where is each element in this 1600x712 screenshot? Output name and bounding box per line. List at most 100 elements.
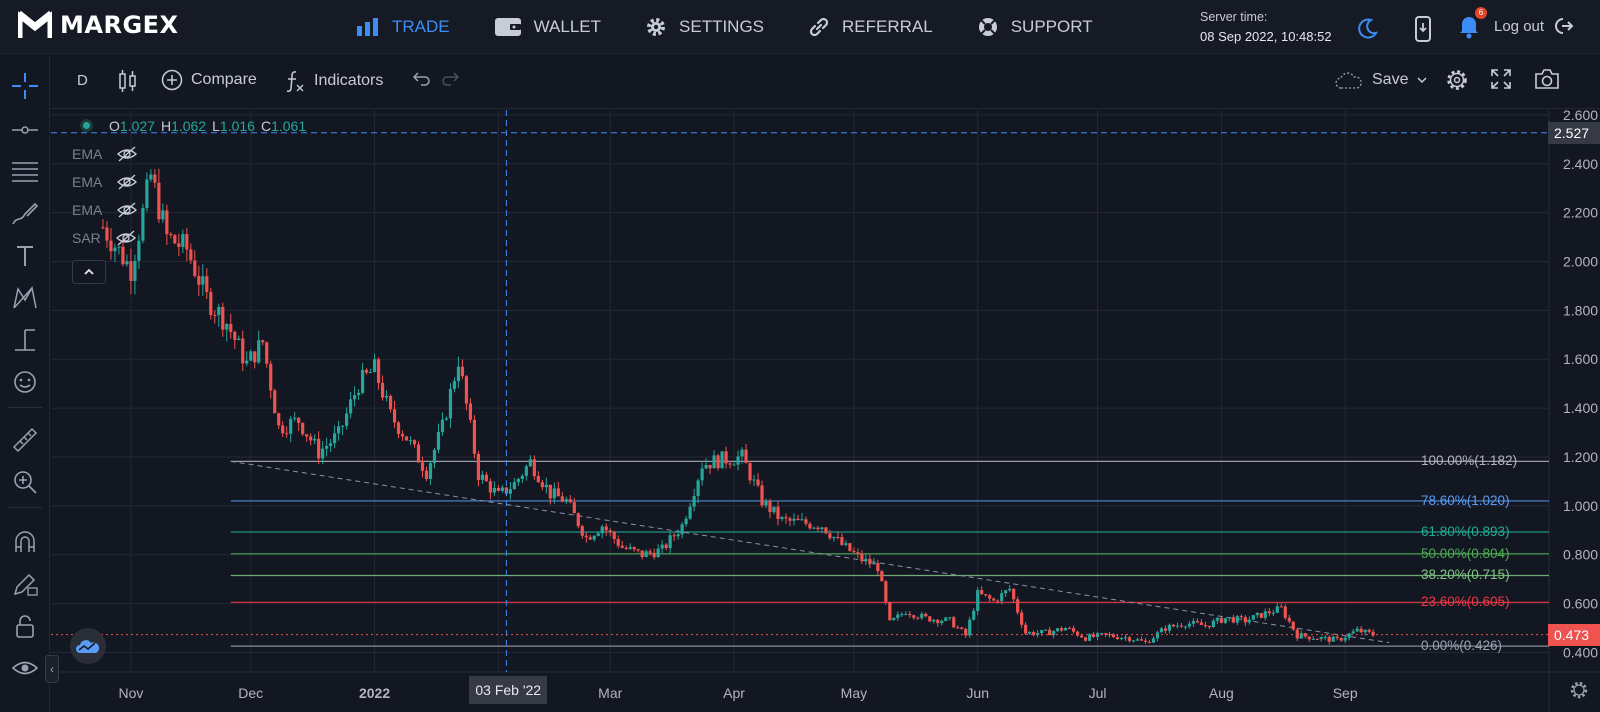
candle-body <box>568 499 572 503</box>
indicator-ema-1[interactable]: EMA <box>72 145 138 163</box>
price-tick-label: 2.000 <box>1563 253 1598 269</box>
moon-icon[interactable] <box>1355 17 1379 41</box>
lock-drawing-tool[interactable] <box>10 569 40 599</box>
compare-button[interactable]: Compare <box>161 69 257 91</box>
candle-body <box>588 537 592 540</box>
candle-body <box>1355 628 1359 632</box>
candle-body <box>1239 616 1243 618</box>
undo-button[interactable] <box>409 69 431 91</box>
price-tick-label: 2.400 <box>1563 156 1598 172</box>
indicators-button[interactable]: Indicators <box>284 69 383 93</box>
candle-body <box>816 527 820 530</box>
eye-hidden-icon[interactable] <box>116 173 138 191</box>
price-chart[interactable]: 2.600 2.400 2.200 2.000 1.800 1.600 1.400 1.200… <box>51 110 1600 712</box>
candle-body <box>321 448 325 459</box>
emoji-tool[interactable] <box>10 367 40 397</box>
candle-body <box>245 360 249 364</box>
interval-selector[interactable]: D <box>77 72 88 89</box>
nav-wallet[interactable]: WALLET <box>494 16 601 38</box>
candle-body <box>1115 637 1120 640</box>
pattern-tool[interactable] <box>10 283 40 313</box>
candle-body <box>1159 628 1164 633</box>
candle-body <box>173 235 177 244</box>
pencil-lock-icon <box>13 573 38 596</box>
eye-hidden-icon[interactable] <box>115 229 137 247</box>
cloud-logo-icon <box>76 640 100 653</box>
candle-body <box>1303 633 1307 637</box>
candle-body <box>1083 637 1088 641</box>
chevron-up-icon <box>84 268 94 275</box>
nav-settings[interactable]: SETTINGS <box>645 16 764 38</box>
candle-body <box>940 620 944 624</box>
candle-body <box>125 261 129 265</box>
redo-button[interactable] <box>441 69 463 91</box>
candle-body <box>884 581 888 603</box>
logout-button[interactable]: Log out <box>1494 16 1574 36</box>
candle-body <box>692 496 696 507</box>
last-price-tag: 0.473 <box>1548 623 1600 646</box>
eye-hidden-icon[interactable] <box>116 145 138 163</box>
brush-tool[interactable] <box>10 199 40 229</box>
candle-body <box>548 484 552 499</box>
fib-lines-icon <box>12 162 38 182</box>
candle-body <box>904 614 908 616</box>
candle-body <box>840 537 844 545</box>
candle-body <box>193 260 197 276</box>
fullscreen-button[interactable] <box>1489 67 1513 91</box>
candle-body <box>289 418 293 434</box>
time-axis: Nov Dec 2022 Mar Apr May Jun Jul Aug Sep <box>118 685 1357 701</box>
fib-tool[interactable] <box>10 157 40 187</box>
candle-body <box>888 602 892 621</box>
eye-hidden-icon[interactable] <box>116 201 138 219</box>
margex-logo[interactable]: MARGEX <box>18 10 179 40</box>
candle-body <box>912 615 916 618</box>
notifications[interactable]: 6 <box>1457 7 1487 44</box>
logout-icon <box>1555 18 1574 34</box>
indicator-sar[interactable]: SAR <box>72 229 137 247</box>
candle-body <box>992 598 996 601</box>
candle-body <box>628 547 632 549</box>
candle-body <box>456 366 461 382</box>
candle-body <box>1036 633 1040 636</box>
candle-body <box>684 518 688 525</box>
candle-body <box>624 547 628 549</box>
save-button[interactable]: Save <box>1334 69 1428 91</box>
nav-referral[interactable]: REFERRAL <box>808 16 933 38</box>
candle-body <box>325 445 329 449</box>
crosshair-tool[interactable] <box>10 71 40 101</box>
candle-body <box>1063 628 1068 631</box>
gear-icon <box>647 18 666 36</box>
candle-body <box>932 619 936 622</box>
candle-body <box>360 369 365 393</box>
mobile-app-icon[interactable] <box>1411 15 1435 43</box>
axis-settings-icon[interactable] <box>1568 679 1590 701</box>
ruler-tool[interactable] <box>10 425 40 455</box>
brush-icon <box>12 202 39 225</box>
candle-body <box>1028 632 1032 634</box>
nav-support[interactable]: SUPPORT <box>977 16 1093 38</box>
candle-body <box>592 535 596 540</box>
visibility-tool[interactable] <box>10 653 40 683</box>
magnet-tool[interactable] <box>10 527 40 557</box>
candle-body <box>760 485 764 506</box>
chart-settings-button[interactable] <box>1444 67 1470 93</box>
candle-body <box>960 627 964 629</box>
zoom-tool[interactable] <box>10 467 40 497</box>
nav-trade[interactable]: TRADE <box>356 17 450 37</box>
trend-line-tool[interactable] <box>10 115 40 145</box>
lock-tool[interactable] <box>10 611 40 641</box>
measure-position-tool[interactable] <box>10 325 40 355</box>
indicator-ema-3[interactable]: EMA <box>72 201 138 219</box>
time-tick-label: Jul <box>1089 685 1107 701</box>
tradingview-logo[interactable] <box>70 628 106 664</box>
indicator-ema-2[interactable]: EMA <box>72 173 138 191</box>
toolbar-hide-handle[interactable]: ‹ <box>45 655 59 683</box>
chart-type-button[interactable] <box>117 67 139 95</box>
text-tool[interactable] <box>10 241 40 271</box>
gear-outline-icon <box>1447 70 1467 90</box>
screenshot-button[interactable] <box>1534 67 1560 91</box>
crosshair <box>51 110 1549 672</box>
candle-body <box>584 535 588 538</box>
high-label: H <box>160 118 172 134</box>
legend-collapse-button[interactable] <box>72 260 106 284</box>
